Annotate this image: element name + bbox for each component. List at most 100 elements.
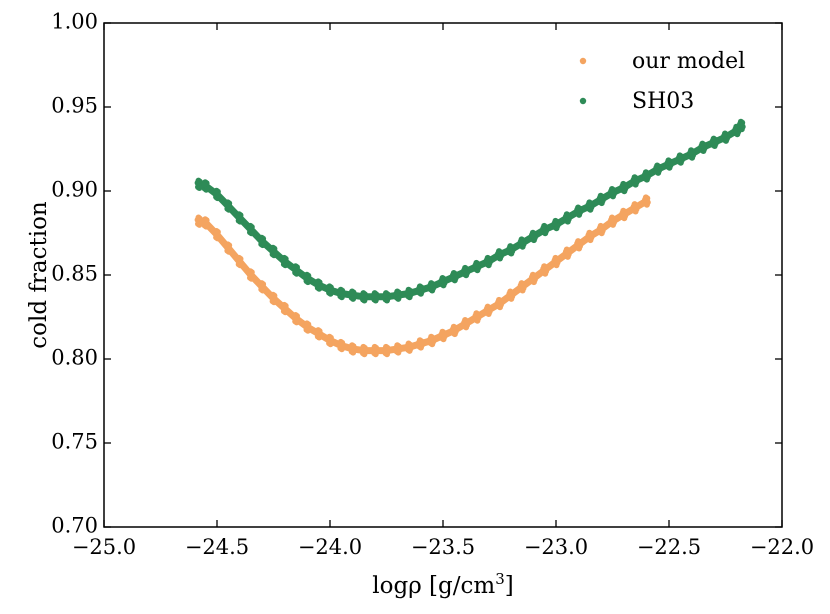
point-sh03 bbox=[235, 213, 242, 220]
point-our-model bbox=[359, 346, 366, 353]
legend-label-sh03: SH03 bbox=[632, 89, 694, 114]
point-sh03 bbox=[698, 143, 705, 149]
legend: our model SH03 bbox=[579, 49, 745, 114]
point-our-model bbox=[235, 257, 242, 264]
point-sh03 bbox=[223, 201, 230, 208]
legend-marker-our-model bbox=[579, 57, 587, 65]
point-sh03 bbox=[732, 126, 739, 133]
point-our-model bbox=[291, 314, 298, 321]
point-sh03 bbox=[246, 225, 253, 232]
point-our-model bbox=[517, 282, 524, 289]
point-sh03 bbox=[212, 190, 219, 196]
point-sh03 bbox=[737, 121, 743, 128]
point-our-model bbox=[382, 346, 389, 353]
point-our-model bbox=[619, 210, 626, 217]
point-sh03 bbox=[348, 290, 355, 297]
point-sh03 bbox=[721, 132, 728, 139]
point-our-model bbox=[506, 290, 513, 297]
point-our-model bbox=[585, 232, 592, 238]
point-our-model bbox=[438, 331, 445, 338]
x-tick-label: −22.0 bbox=[750, 535, 814, 559]
point-sh03 bbox=[642, 171, 648, 178]
point-sh03 bbox=[438, 277, 445, 284]
point-sh03 bbox=[269, 247, 276, 254]
y-tick-label: 1.00 bbox=[51, 10, 98, 34]
point-our-model bbox=[483, 305, 490, 312]
x-tick-label: −24.0 bbox=[298, 535, 362, 559]
point-sh03 bbox=[574, 206, 581, 213]
point-our-model bbox=[212, 230, 219, 237]
point-our-model bbox=[495, 299, 502, 306]
y-tick-label: 0.90 bbox=[51, 178, 98, 202]
point-sh03 bbox=[709, 137, 716, 144]
point-our-model bbox=[257, 282, 264, 289]
point-sh03 bbox=[619, 183, 626, 190]
point-our-model bbox=[642, 196, 648, 203]
point-our-model bbox=[348, 344, 355, 351]
point-sh03 bbox=[675, 154, 682, 161]
point-our-model bbox=[472, 312, 479, 319]
x-tick-label: −23.5 bbox=[411, 535, 475, 559]
point-our-model bbox=[449, 326, 456, 333]
point-sh03 bbox=[562, 213, 569, 220]
point-our-model bbox=[540, 265, 547, 272]
point-sh03 bbox=[495, 250, 502, 257]
point-sh03 bbox=[449, 272, 456, 279]
plot-frame bbox=[103, 22, 783, 528]
point-sh03 bbox=[336, 289, 343, 296]
x-tick-label: −24.5 bbox=[185, 535, 249, 559]
y-axis-label: cold fraction bbox=[26, 201, 52, 349]
point-sh03 bbox=[517, 238, 524, 245]
point-sh03 bbox=[596, 195, 603, 202]
point-our-model bbox=[223, 243, 230, 250]
point-our-model bbox=[461, 319, 468, 326]
point-our-model bbox=[246, 270, 253, 277]
data-layer bbox=[194, 118, 746, 358]
x-tick-label: −22.5 bbox=[637, 535, 701, 559]
point-sh03 bbox=[608, 188, 615, 195]
x-axis-label: logρ [g/cm3] bbox=[372, 570, 513, 599]
point-sh03 bbox=[382, 292, 389, 299]
point-sh03 bbox=[551, 220, 558, 227]
point-sh03 bbox=[687, 149, 694, 156]
point-sh03 bbox=[653, 164, 660, 171]
point-our-model bbox=[269, 294, 276, 301]
series-band-our-model bbox=[195, 197, 650, 355]
point-our-model bbox=[370, 346, 377, 353]
x-tick-label: −25.0 bbox=[72, 535, 136, 559]
point-sh03 bbox=[359, 292, 366, 299]
point-sh03 bbox=[370, 292, 377, 299]
point-sh03 bbox=[461, 267, 468, 274]
point-sh03 bbox=[585, 201, 592, 208]
y-tick-label: 0.70 bbox=[51, 514, 98, 538]
point-sh03 bbox=[483, 257, 490, 264]
point-our-model bbox=[551, 257, 558, 264]
point-sh03 bbox=[201, 181, 208, 188]
point-our-model bbox=[596, 225, 603, 232]
x-tick-label: −23.0 bbox=[524, 535, 588, 559]
point-our-model bbox=[416, 339, 422, 346]
point-our-model bbox=[314, 329, 321, 336]
y-tick-label: 0.85 bbox=[51, 262, 98, 286]
point-our-model bbox=[280, 304, 287, 311]
ticks-layer: −25.0 −24.5 −24.0 −23.5 −23.0 −22.5 −22.0 0.70 0… bbox=[51, 10, 814, 560]
point-our-model bbox=[325, 336, 332, 343]
point-sh03 bbox=[404, 289, 411, 296]
point-sh03 bbox=[314, 280, 321, 287]
legend-marker-sh03 bbox=[579, 97, 587, 105]
point-sh03 bbox=[280, 257, 287, 264]
point-our-model bbox=[303, 322, 309, 329]
y-tick-label: 0.80 bbox=[51, 346, 98, 370]
point-our-model bbox=[404, 342, 411, 349]
point-sh03 bbox=[506, 245, 513, 252]
legend-label-our-model: our model bbox=[632, 49, 745, 74]
point-our-model bbox=[427, 336, 434, 343]
point-sh03 bbox=[664, 159, 671, 166]
x-axis-label-sup: 3 bbox=[495, 570, 505, 588]
point-sh03 bbox=[416, 285, 422, 292]
point-our-model bbox=[336, 341, 343, 348]
point-our-model bbox=[529, 274, 535, 280]
series-band-sh03 bbox=[195, 122, 745, 301]
point-our-model bbox=[201, 218, 208, 225]
point-sh03 bbox=[393, 290, 400, 297]
